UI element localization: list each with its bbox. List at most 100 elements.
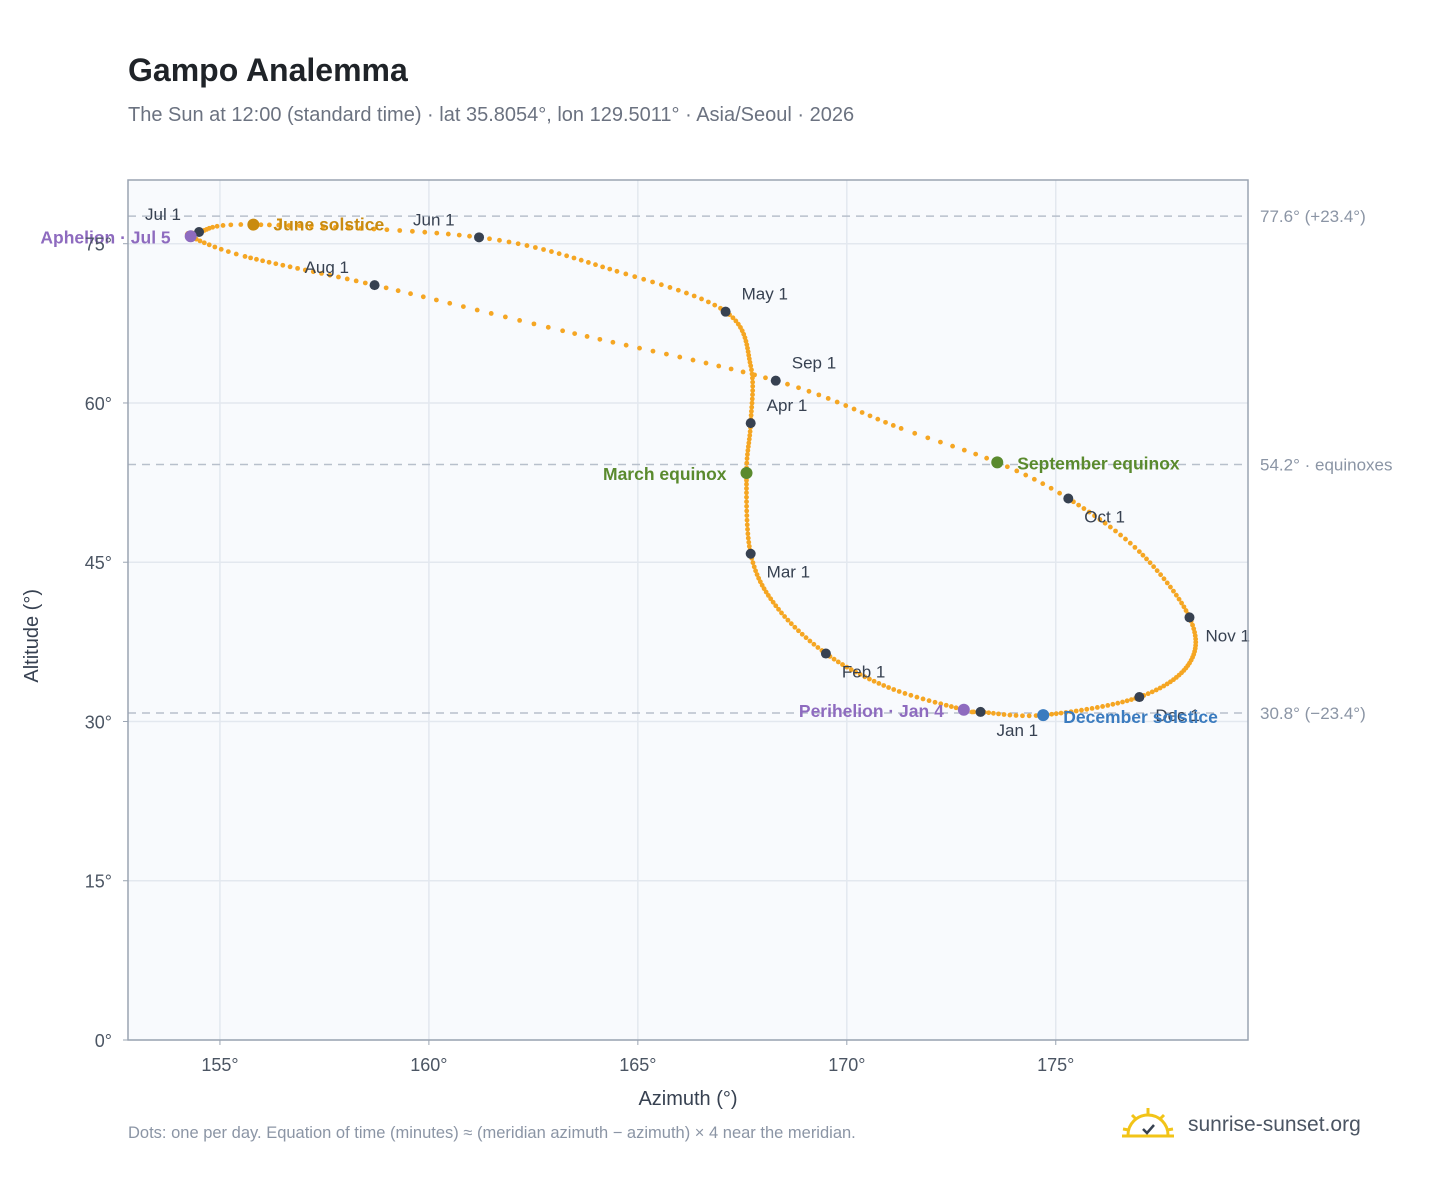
daily-dot — [876, 680, 882, 686]
daily-dot — [1073, 708, 1079, 714]
daily-dot — [667, 285, 673, 290]
daily-dot — [524, 243, 530, 248]
daily-dot — [474, 307, 480, 313]
daily-dot — [984, 455, 990, 461]
daily-dot — [744, 499, 749, 505]
daily-dot — [744, 486, 749, 491]
daily-dot — [1057, 490, 1062, 496]
daily-dot — [1173, 592, 1179, 598]
daily-dot — [938, 439, 943, 445]
month-marker — [1063, 493, 1074, 504]
daily-dot — [218, 246, 224, 252]
daily-dot — [926, 698, 932, 704]
daily-dot — [950, 443, 955, 449]
event-marker — [957, 703, 970, 716]
event-label: June solstice — [273, 215, 384, 235]
month-marker — [474, 232, 485, 243]
month-marker — [745, 418, 756, 429]
daily-dot — [623, 271, 629, 277]
x-tick-label: 160° — [410, 1055, 447, 1075]
daily-dot — [434, 230, 440, 236]
daily-dot — [266, 259, 272, 265]
daily-dot — [650, 279, 655, 285]
daily-dot — [986, 710, 992, 716]
daily-dot — [716, 363, 722, 369]
daily-dot — [456, 232, 462, 238]
daily-dot — [677, 354, 683, 360]
daily-dot — [792, 624, 798, 630]
daily-dot — [607, 266, 613, 272]
daily-dot — [238, 222, 244, 227]
daily-dot — [320, 224, 326, 230]
daily-dot — [1190, 622, 1195, 628]
daily-dot — [898, 426, 904, 431]
daily-dot — [1031, 476, 1037, 482]
daily-dot — [745, 531, 751, 537]
daily-dot — [395, 288, 401, 294]
daily-dot — [796, 385, 801, 391]
daily-dot — [735, 321, 741, 327]
daily-dot — [754, 572, 760, 577]
daily-dot — [1147, 560, 1153, 566]
daily-dot — [996, 711, 1001, 717]
daily-dot — [691, 293, 697, 299]
daily-dot — [886, 685, 891, 690]
daily-dot — [1154, 568, 1160, 574]
month-marker — [1134, 692, 1145, 703]
daily-dot — [749, 408, 754, 414]
chart-title: Gampo Analemma — [128, 52, 408, 88]
daily-dot — [273, 261, 279, 267]
daily-dot — [197, 238, 203, 244]
daily-dot — [834, 399, 840, 405]
daily-dot — [353, 278, 359, 284]
daily-dot — [806, 388, 812, 394]
daily-dot — [556, 251, 562, 257]
daily-dot — [549, 249, 554, 254]
daily-dot — [912, 430, 918, 436]
daily-dot — [1086, 509, 1092, 515]
x-tick-label: 165° — [619, 1055, 656, 1075]
daily-dot — [487, 236, 492, 242]
daily-dot — [212, 244, 218, 250]
daily-dot — [969, 709, 975, 715]
daily-dot — [749, 367, 754, 373]
daily-dot — [1120, 699, 1125, 705]
daily-dot — [1136, 549, 1142, 555]
y-tick-label: 30° — [85, 712, 112, 732]
daily-dot — [1053, 711, 1059, 717]
month-marker — [745, 548, 756, 559]
daily-dot — [1164, 681, 1170, 687]
daily-dot — [1171, 588, 1176, 594]
daily-dot — [1127, 540, 1133, 546]
month-marker — [820, 648, 831, 659]
daily-dot — [1063, 710, 1069, 715]
daily-dot — [859, 410, 865, 415]
brand[interactable]: sunrise-sunset.org — [1120, 1100, 1361, 1150]
daily-dot — [1007, 712, 1013, 718]
daily-dot — [1183, 608, 1189, 613]
daily-dot — [785, 617, 791, 623]
daily-dot — [733, 318, 739, 324]
daily-dot — [333, 224, 338, 230]
daily-dot — [862, 674, 868, 680]
daily-dot — [502, 314, 508, 320]
daily-dot — [1144, 556, 1149, 562]
daily-dot — [650, 348, 656, 354]
brand-name[interactable]: sunrise-sunset.org — [1188, 1113, 1361, 1136]
daily-dot — [749, 396, 755, 402]
daily-dot — [1140, 552, 1146, 558]
daily-dot — [776, 606, 781, 612]
month-markers: Jan 1 Feb 1 Mar 1 Apr 1 May 1 Jun 1 Jul 1 Aug 1… — [145, 205, 1250, 740]
x-tick-label: 170° — [828, 1055, 865, 1075]
daily-dot — [614, 268, 620, 274]
daily-dot — [632, 274, 638, 280]
daily-dot — [973, 451, 979, 457]
daily-dot — [953, 705, 959, 711]
daily-dot — [690, 357, 696, 363]
daily-dot — [1118, 532, 1123, 538]
daily-dot — [712, 302, 718, 308]
daily-dot — [1157, 685, 1163, 691]
daily-dot — [225, 249, 231, 255]
daily-dot — [744, 517, 750, 523]
y-tick-label: 15° — [85, 872, 112, 892]
